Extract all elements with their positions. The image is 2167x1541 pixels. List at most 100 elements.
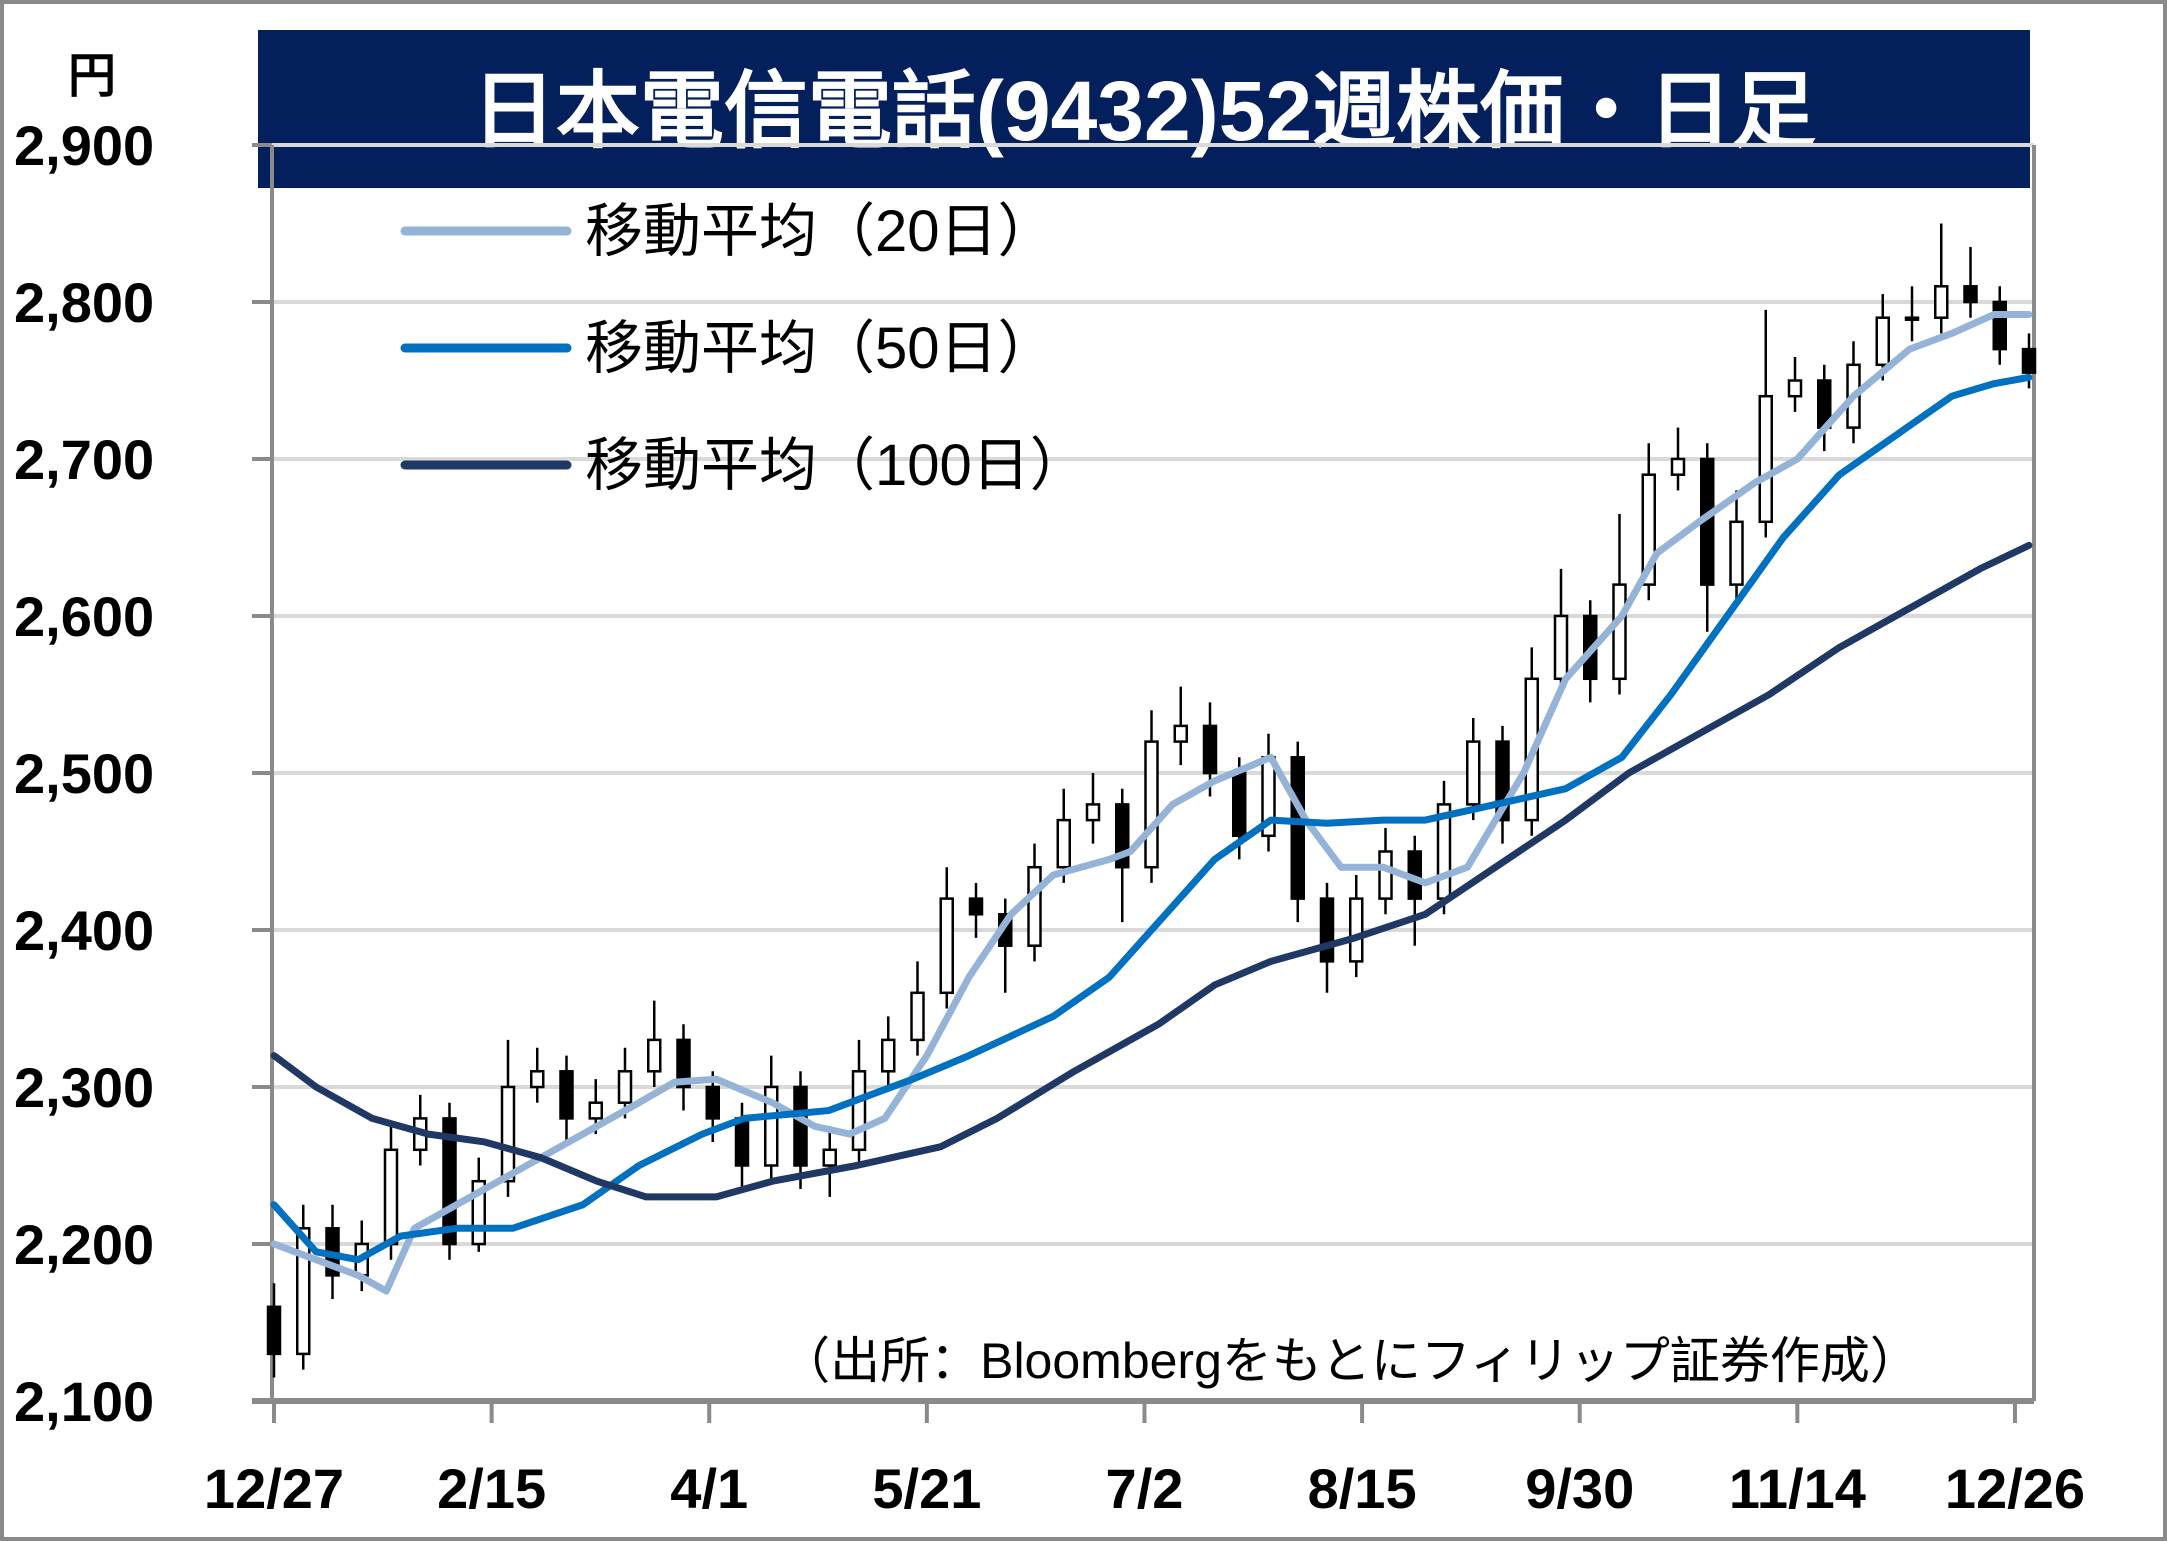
- candle-body-up: [1173, 724, 1188, 743]
- y-tick-label: 2,600: [14, 585, 154, 648]
- candle-body-down: [2021, 347, 2037, 374]
- candle-body-up: [1787, 379, 1803, 398]
- moving-average-line: [270, 311, 2033, 1295]
- candle: [1056, 788, 1071, 883]
- candle: [1787, 356, 1803, 412]
- x-tick-label: 12/27: [204, 1457, 344, 1520]
- candle: [1349, 875, 1364, 978]
- candle: [1027, 843, 1042, 962]
- moving-average-line: [270, 373, 2033, 1264]
- legend-label: 移動平均（100日）: [585, 433, 1088, 498]
- candle-body-up: [530, 1070, 545, 1089]
- candle-body-up: [1466, 740, 1481, 806]
- candle-body-down: [1290, 756, 1305, 900]
- candle: [1085, 773, 1101, 844]
- candle: [968, 882, 984, 938]
- candle-body-up: [588, 1101, 603, 1120]
- candle: [383, 1126, 399, 1260]
- candle: [910, 961, 925, 1056]
- candle-body-up: [910, 991, 925, 1042]
- candle-body-down: [1202, 724, 1218, 775]
- candle-body-up: [1758, 394, 1773, 524]
- candle: [1934, 223, 1949, 334]
- y-tick-label: 2,300: [14, 1056, 154, 1119]
- candle: [530, 1047, 545, 1103]
- candle-body-up: [1612, 583, 1627, 681]
- candle: [1612, 513, 1627, 695]
- x-tick-label: 2/15: [437, 1457, 546, 1520]
- candle: [939, 867, 954, 1009]
- candle: [1992, 286, 2007, 365]
- y-tick-label: 2,100: [14, 1370, 154, 1433]
- candle: [500, 1039, 516, 1197]
- y-tick-label: 2,700: [14, 428, 154, 491]
- candle-body-up: [1553, 614, 1569, 681]
- y-axis-ticks: 2,100 2,200 2,300 2,400 2,500 2,600 2,700 2,800…: [14, 114, 272, 1433]
- y-tick-label: 2,500: [14, 742, 154, 805]
- candle: [793, 1071, 808, 1190]
- candle-body-up: [1904, 316, 1920, 321]
- x-axis-ticks: 12/27 2/15 4/1 5/21 7/2 8/15 9/30 11/14 12/26: [204, 1401, 2085, 1520]
- legend-label: 移動平均（50日）: [585, 316, 1056, 381]
- candle: [266, 1283, 282, 1378]
- y-tick-label: 2,200: [14, 1213, 154, 1276]
- candle-body-down: [705, 1085, 720, 1120]
- candle: [1700, 443, 1715, 632]
- x-tick-label: 9/30: [1525, 1457, 1634, 1520]
- y-axis-unit: 円: [68, 50, 116, 103]
- candle-body-up: [1027, 865, 1042, 947]
- candle: [881, 1016, 896, 1087]
- candle-body-down: [734, 1117, 750, 1167]
- candle: [1553, 568, 1569, 695]
- candle-body-up: [647, 1038, 662, 1073]
- x-tick-label: 12/26: [1945, 1457, 2085, 1520]
- candle-body-down: [1992, 300, 2007, 351]
- candle-body-up: [822, 1148, 837, 1167]
- candle-body-up: [1085, 803, 1101, 822]
- candle: [1261, 733, 1276, 852]
- y-tick-label: 2,800: [14, 271, 154, 334]
- candle-body-up: [1144, 740, 1159, 869]
- y-tick-label: 2,900: [14, 114, 154, 177]
- candle: [1466, 718, 1481, 821]
- candle-body-up: [1056, 818, 1071, 869]
- candle: [822, 1126, 837, 1197]
- candle-body-up: [1378, 850, 1393, 900]
- candle: [1670, 427, 1686, 491]
- candle: [471, 1157, 486, 1252]
- candle: [1202, 702, 1218, 797]
- candle-body-up: [1349, 897, 1364, 963]
- candle: [1319, 882, 1335, 993]
- candle: [1144, 710, 1159, 883]
- x-tick-label: 7/2: [1106, 1457, 1184, 1520]
- candle-body-up: [851, 1070, 867, 1152]
- candle: [1436, 780, 1452, 915]
- candle-body-down: [1319, 897, 1335, 963]
- legend-label: 移動平均（20日）: [585, 199, 1056, 264]
- source-note: （出所：Bloombergをもとにフィリップ証券作成）: [780, 1333, 1920, 1389]
- moving-average-line: [270, 541, 2033, 1201]
- x-tick-label: 4/1: [670, 1457, 748, 1520]
- candle: [1875, 294, 1890, 381]
- candle-body-up: [939, 897, 954, 995]
- legend: 移動平均（20日） 移動平均（50日） 移動平均（100日）: [400, 199, 1088, 498]
- x-tick-label: 8/15: [1308, 1457, 1417, 1520]
- candle-body-down: [1232, 771, 1247, 838]
- candle: [705, 1071, 720, 1142]
- candle-body-up: [1670, 457, 1686, 476]
- candle: [1495, 725, 1510, 844]
- candle: [1963, 247, 1978, 318]
- candle: [1173, 686, 1188, 766]
- candle-body-up: [881, 1038, 896, 1073]
- candle-body-down: [266, 1305, 282, 1356]
- candle-body-down: [793, 1085, 808, 1167]
- moving-average-lines: [270, 311, 2033, 1295]
- candle: [1758, 309, 1773, 538]
- candle: [1729, 490, 1744, 601]
- candle: [559, 1055, 574, 1142]
- candle: [1290, 741, 1305, 923]
- candle-body-up: [500, 1085, 516, 1183]
- candle-body-down: [968, 897, 984, 916]
